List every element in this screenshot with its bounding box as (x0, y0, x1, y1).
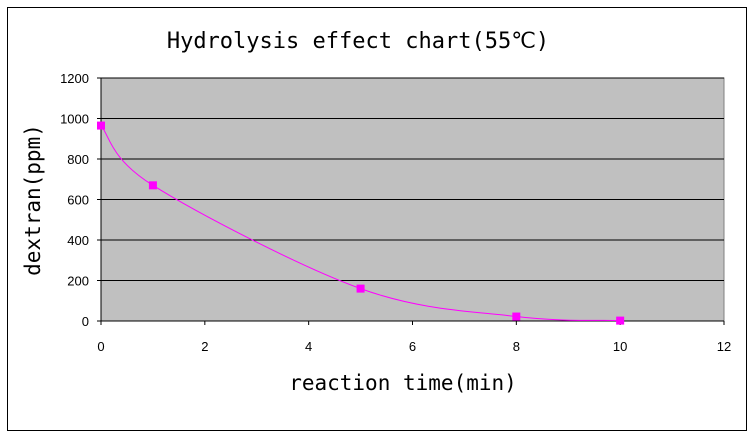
y-tick-label: 200 (67, 274, 89, 289)
x-tick-label: 6 (409, 339, 416, 354)
y-tick-label: 400 (67, 233, 89, 248)
y-tick-labels: 0 200 400 600 800 1000 1200 (60, 71, 89, 329)
chart-title: Hydrolysis effect chart(55℃) (167, 29, 549, 54)
x-tick-label: 2 (201, 339, 208, 354)
x-tick-label: 4 (305, 339, 312, 354)
y-axis-label: dextran(ppm) (21, 124, 45, 276)
data-point (97, 121, 105, 130)
x-tick-label: 10 (613, 339, 627, 354)
data-point (616, 316, 625, 325)
x-tick-label: 12 (717, 339, 731, 354)
x-tick-labels: 0 2 4 6 8 10 12 (97, 339, 731, 354)
y-tick-label: 800 (67, 152, 89, 167)
y-tick-label: 0 (82, 314, 89, 329)
x-tick-label: 0 (97, 339, 104, 354)
grid-lines (97, 77, 724, 322)
y-tick-label: 1000 (60, 112, 89, 127)
data-point (512, 312, 521, 321)
y-tick-label: 600 (67, 193, 89, 208)
data-point (356, 284, 365, 293)
series (97, 121, 625, 325)
x-tick-label: 8 (513, 339, 520, 354)
data-point (148, 181, 157, 190)
y-tick-label: 1200 (60, 71, 89, 86)
x-axis-label: reaction time(min) (289, 371, 517, 395)
